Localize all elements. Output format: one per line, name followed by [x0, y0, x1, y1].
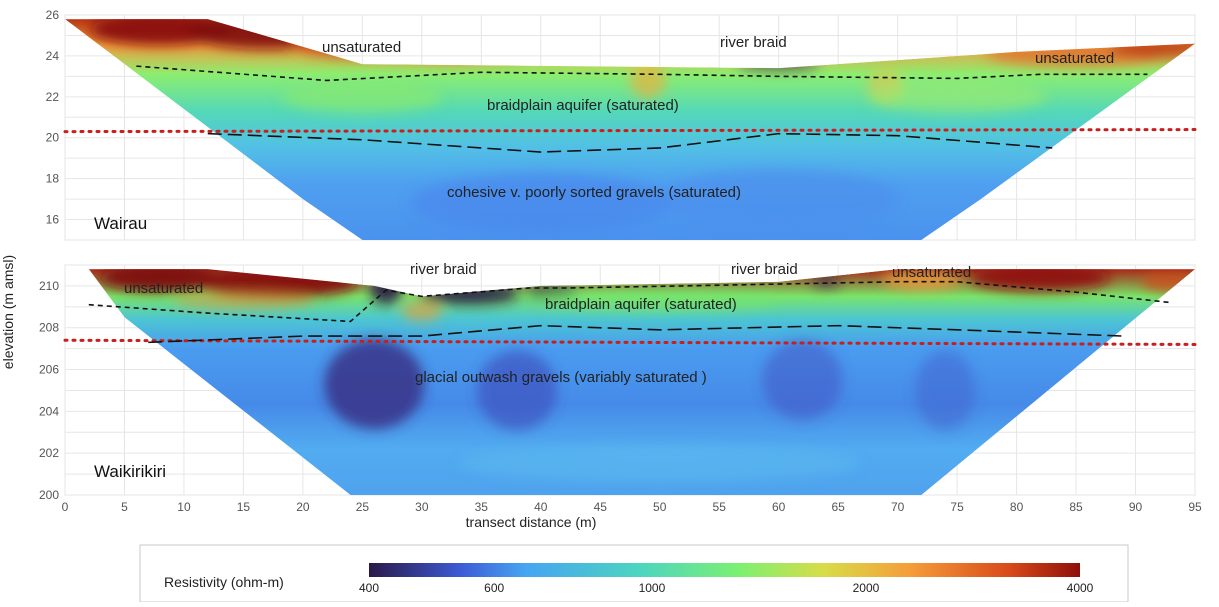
y-tick-label: 202 [39, 446, 59, 460]
waikirikiri-site-label: Waikirikiri [94, 462, 166, 481]
x-tick-label: 50 [653, 500, 667, 514]
resistivity-patch [282, 80, 443, 113]
wairau-unsaturated-right-label: unsaturated [1035, 50, 1114, 67]
waikirikiri-boundary-lines [63, 280, 1197, 346]
waikirikiri-section-fill [88, 269, 1196, 495]
colorbar: Resistivity (ohm-m) 400 600 1000 2000 4000 [139, 544, 1129, 603]
wairau-resistivity-section [65, 19, 1195, 240]
x-tick-label: 60 [772, 500, 786, 514]
y-tick-label: 16 [46, 213, 60, 227]
y-tick-label: 204 [39, 404, 59, 418]
x-tick-label: 20 [296, 500, 310, 514]
x-tick-label: 95 [1188, 500, 1202, 514]
wairau-unsaturated-left-label: unsaturated [322, 39, 401, 56]
x-axis-title: transect distance (m) [466, 514, 597, 530]
y-tick-label: 22 [46, 90, 60, 104]
wairau-panel: 16 18 20 22 24 26 unsaturated river braid uns… [46, 8, 1197, 241]
waikirikiri-x-tick-labels: 0 5 10 15 20 25 30 35 40 45 50 55 60 65 70 75 80 85 90 95 [62, 500, 1202, 514]
resistivity-patch [459, 445, 860, 482]
waikirikiri-river-braid-2-label: river braid [731, 261, 798, 278]
resistivity-patch [881, 269, 962, 290]
y-tick-label: 200 [39, 488, 59, 502]
colorbar-tick-labels: 400 600 1000 2000 4000 [359, 581, 1094, 595]
y-tick-label: 20 [46, 131, 60, 145]
resistivity-patch [629, 62, 666, 99]
aquifer-base-line [207, 132, 1053, 153]
waikirikiri-river-braid-1-label: river braid [410, 261, 477, 278]
colorbar-title: Resistivity (ohm-m) [164, 574, 284, 590]
y-tick-label: 24 [46, 49, 60, 63]
waikirikiri-panel: 200 202 204 206 208 210 0 5 10 15 20 25 30 35 40 45 50 5… [39, 261, 1202, 514]
resistivity-patch [173, 292, 314, 309]
y-tick-label: 210 [39, 279, 59, 293]
waikirikiri-unsaturated-left-label: unsaturated [124, 280, 203, 297]
wairau-site-label: Wairau [94, 214, 147, 233]
wairau-gravels-label: cohesive v. poorly sorted gravels (satur… [447, 184, 741, 201]
x-tick-label: 5 [121, 500, 128, 514]
resistivity-patch [812, 276, 841, 287]
waikirikiri-gravels-label: glacial outwash gravels (variably satura… [415, 369, 707, 386]
y-tick-label: 208 [39, 321, 59, 335]
x-tick-label: 75 [950, 500, 964, 514]
colorbar-tick-label: 600 [484, 581, 504, 595]
colorbar-tick-label: 2000 [853, 581, 880, 595]
y-axis-title: elevation (m amsl) [0, 255, 16, 369]
resistivity-patch [762, 340, 843, 420]
x-tick-label: 70 [891, 500, 905, 514]
y-tick-label: 18 [46, 172, 60, 186]
x-tick-label: 40 [534, 500, 548, 514]
resistivity-patch [658, 169, 899, 230]
resistivity-patch [100, 269, 221, 292]
x-tick-label: 65 [831, 500, 845, 514]
x-tick-label: 0 [62, 500, 69, 514]
x-tick-label: 30 [415, 500, 429, 514]
x-tick-label: 15 [237, 500, 251, 514]
waikirikiri-y-tick-labels: 200 202 204 206 208 210 [39, 279, 59, 502]
resistivity-patch [867, 80, 1048, 113]
wairau-y-tick-labels: 16 18 20 22 24 26 [46, 8, 60, 227]
saturation-boundary-line [136, 65, 1148, 82]
y-tick-label: 206 [39, 363, 59, 377]
aquifer-base-line [148, 324, 1124, 344]
saturation-boundary-line [88, 280, 1172, 323]
x-tick-label: 90 [1129, 500, 1143, 514]
x-tick-label: 10 [177, 500, 191, 514]
x-tick-label: 85 [1069, 500, 1083, 514]
y-tick-label: 26 [46, 8, 60, 22]
waikirikiri-unsaturated-right-label: unsaturated [892, 264, 971, 281]
wairau-aquifer-label: braidplain aquifer (saturated) [487, 97, 679, 114]
resistivity-patch [477, 350, 557, 431]
x-tick-label: 45 [594, 500, 608, 514]
wairau-river-braid-label: river braid [720, 34, 787, 51]
colorbar-tick-label: 400 [359, 581, 379, 595]
colorbar-gradient [369, 563, 1080, 577]
wairau-boundary-lines [63, 65, 1197, 153]
resistivity-patch [970, 269, 1111, 292]
x-tick-label: 25 [356, 500, 370, 514]
resistivity-patch [915, 350, 976, 431]
colorbar-tick-label: 1000 [639, 581, 666, 595]
resistivity-patch [324, 339, 425, 430]
x-tick-label: 80 [1010, 500, 1024, 514]
resistivity-patch [539, 290, 780, 311]
x-tick-label: 55 [713, 500, 727, 514]
waikirikiri-aquifer-label: braidplain aquifer (saturated) [545, 296, 737, 313]
colorbar-tick-label: 4000 [1067, 581, 1094, 595]
x-tick-label: 35 [475, 500, 489, 514]
wairau-section-fill [65, 19, 1195, 240]
resistivity-patch [410, 173, 671, 234]
resistivity-patch [401, 301, 442, 321]
